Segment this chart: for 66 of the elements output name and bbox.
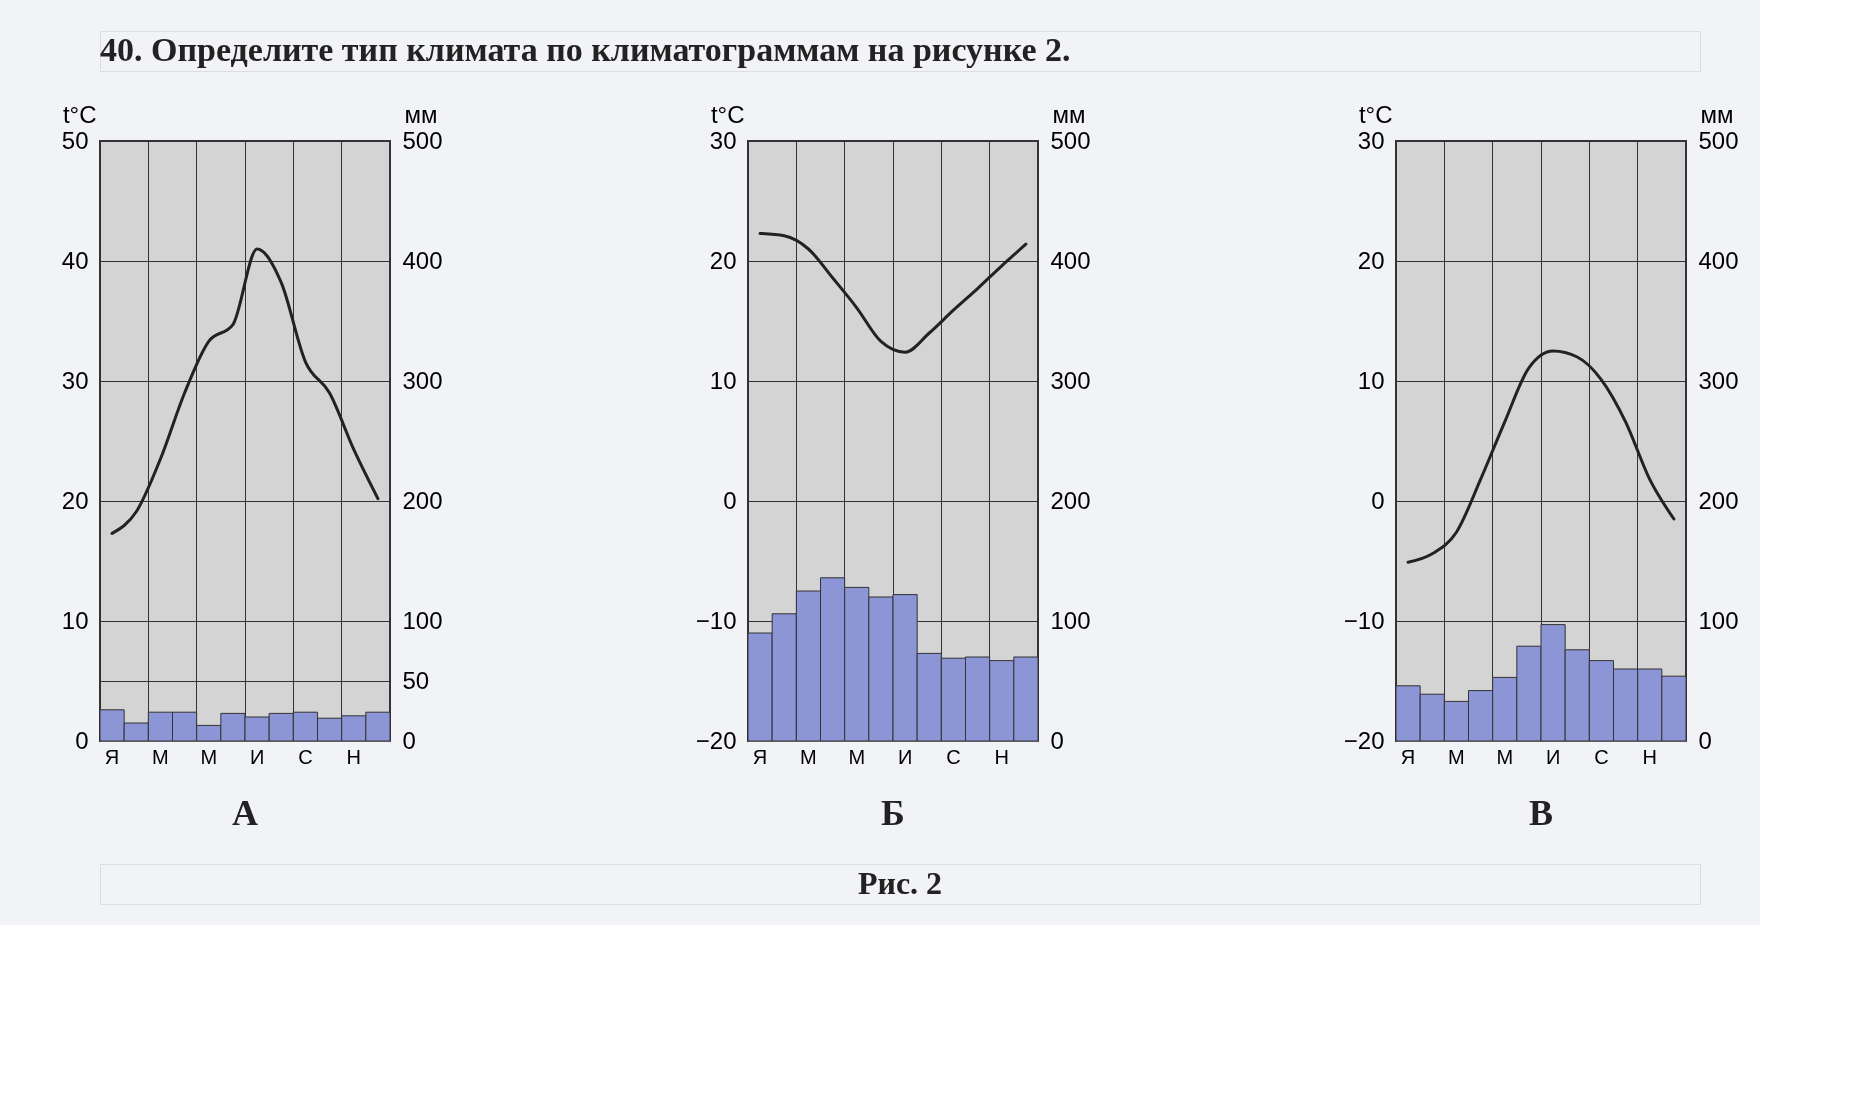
y2-tick-label: 500 (1050, 126, 1091, 154)
x-tick-label: М (800, 745, 817, 768)
x-tick-label: Я (1400, 745, 1416, 768)
x-tick-label: М (1448, 745, 1465, 768)
y-tick-label: −20 (1343, 726, 1385, 754)
x-tick-label: Н (346, 745, 361, 768)
x-tick-label: М (848, 745, 866, 768)
y-tick-label: 10 (709, 366, 737, 394)
y2-tick-label: 400 (1050, 246, 1091, 274)
x-tick-label: Н (1642, 745, 1657, 768)
y-tick-label: 0 (723, 486, 737, 514)
y2-tick-label: 100 (1698, 606, 1739, 634)
y-tick-label: −20 (695, 726, 737, 754)
y2-axis-title: мм (404, 100, 438, 128)
x-tick-label: Н (994, 745, 1009, 768)
y2-tick-label: 500 (402, 126, 443, 154)
x-tick-label: И (897, 745, 913, 768)
y-tick-label: 20 (61, 486, 89, 514)
x-tick-label: М (1496, 745, 1514, 768)
y-tick-label: 10 (1357, 366, 1385, 394)
text: 40. Определите тип климата по климатограммам на рисунке 2. (100, 31, 1071, 68)
text: Рис. 2 (857, 865, 943, 901)
y-tick-label: 0 (1371, 486, 1385, 514)
x-tick-label: Я (752, 745, 768, 768)
y2-tick-label: 300 (1050, 366, 1091, 394)
y2-tick-label: 50 (402, 666, 430, 694)
y-tick-label: 20 (1357, 246, 1385, 274)
y-tick-label: 0 (75, 726, 89, 754)
y2-tick-label: 500 (1698, 126, 1739, 154)
y-tick-label: 30 (709, 126, 737, 154)
text: А (232, 793, 258, 833)
x-tick-label: Я (104, 745, 120, 768)
y2-tick-label: 100 (402, 606, 443, 634)
y2-tick-label: 200 (1050, 486, 1091, 514)
y2-tick-label: 400 (1698, 246, 1739, 274)
x-tick-label: С (1594, 745, 1609, 768)
y-tick-label: 30 (61, 366, 89, 394)
y2-tick-label: 0 (1698, 726, 1712, 754)
y2-tick-label: 300 (402, 366, 443, 394)
y2-axis-title: мм (1700, 100, 1734, 128)
y2-tick-label: 0 (1050, 726, 1064, 754)
x-tick-label: С (298, 745, 313, 768)
x-tick-label: И (249, 745, 265, 768)
y-tick-label: −10 (695, 606, 737, 634)
y2-axis-title: мм (1052, 100, 1086, 128)
y2-tick-label: 0 (402, 726, 416, 754)
text: Б (881, 793, 905, 833)
x-tick-label: М (152, 745, 169, 768)
x-tick-label: И (1545, 745, 1561, 768)
y2-tick-label: 100 (1050, 606, 1091, 634)
y-tick-label: 20 (709, 246, 737, 274)
y-axis-title: t°C (62, 100, 97, 128)
y-tick-label: 10 (61, 606, 89, 634)
text: В (1528, 793, 1554, 833)
y-tick-label: −10 (1343, 606, 1385, 634)
y-tick-label: 50 (61, 126, 89, 154)
x-tick-label: С (946, 745, 961, 768)
y2-tick-label: 200 (402, 486, 443, 514)
y2-tick-label: 400 (402, 246, 443, 274)
x-tick-label: М (200, 745, 218, 768)
y2-tick-label: 300 (1698, 366, 1739, 394)
y-tick-label: 30 (1357, 126, 1385, 154)
y-axis-title: t°C (710, 100, 745, 128)
y-axis-title: t°C (1358, 100, 1393, 128)
y2-tick-label: 200 (1698, 486, 1739, 514)
y-tick-label: 40 (61, 246, 89, 274)
